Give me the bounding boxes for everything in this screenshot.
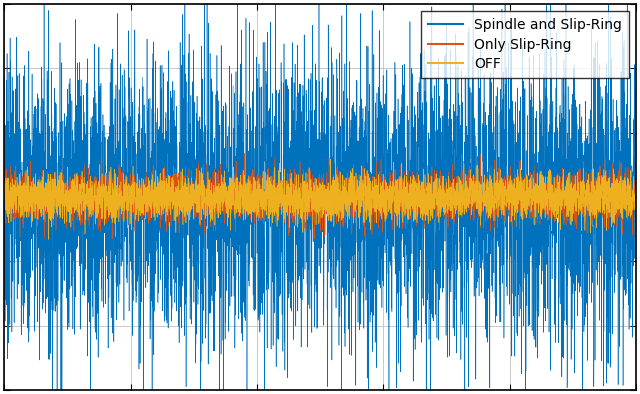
Legend: Spindle and Slip-Ring, Only Slip-Ring, OFF: Spindle and Slip-Ring, Only Slip-Ring, O… [421,11,629,78]
